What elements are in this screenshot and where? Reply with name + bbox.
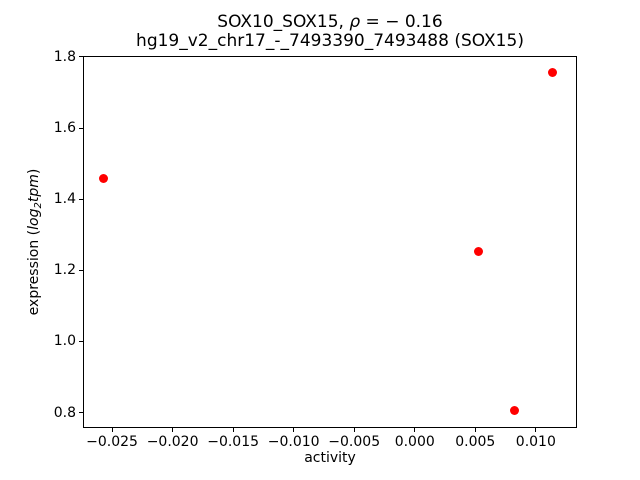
x-tick-label: 0.000 (394, 434, 435, 450)
rho-symbol: ρ (349, 12, 361, 32)
x-tick-label: 0.010 (515, 434, 556, 450)
x-axis-label: activity (304, 450, 356, 466)
x-tick-label: −0.005 (328, 434, 381, 450)
x-tick-mark (111, 428, 113, 432)
y-tick-label: 1.8 (53, 48, 76, 65)
x-tick-mark (172, 428, 174, 432)
x-tick-mark (474, 428, 476, 432)
x-tick-mark (353, 428, 355, 432)
y-tick-label: 0.8 (53, 404, 76, 421)
ylabel-tpm: tpm (26, 174, 42, 203)
ylabel-prefix: expression ( (26, 229, 42, 316)
x-tick-mark (535, 428, 537, 432)
chart-title-line2: hg19_v2_chr17_-_7493390_7493488 (SOX15) (136, 31, 524, 51)
x-tick-mark (293, 428, 295, 432)
plot-area (83, 56, 577, 428)
x-tick-label: 0.005 (455, 434, 496, 450)
x-tick-mark (232, 428, 234, 432)
x-tick-label: −0.010 (267, 434, 320, 450)
title-gene-pair: SOX10_SOX15, (217, 12, 350, 32)
chart-title: SOX10_SOX15, ρ = − 0.16 hg19_v2_chr17_-_… (83, 13, 577, 51)
ylabel-subscript: 2 (33, 202, 44, 209)
y-axis-label: expression (log2tpm) (26, 169, 44, 316)
y-tick-label: 1.0 (53, 333, 76, 350)
chart-title-line1: SOX10_SOX15, ρ = − 0.16 (83, 13, 577, 32)
ylabel-log: log (26, 208, 42, 230)
x-tick-label: −0.025 (86, 434, 138, 450)
ylabel-suffix: ) (26, 168, 42, 175)
title-correlation-value: = − 0.16 (360, 12, 443, 32)
y-tick-label: 1.6 (53, 120, 76, 137)
x-tick-label: −0.015 (207, 434, 260, 450)
x-tick-mark (414, 428, 416, 432)
x-tick-label: −0.020 (146, 434, 199, 450)
